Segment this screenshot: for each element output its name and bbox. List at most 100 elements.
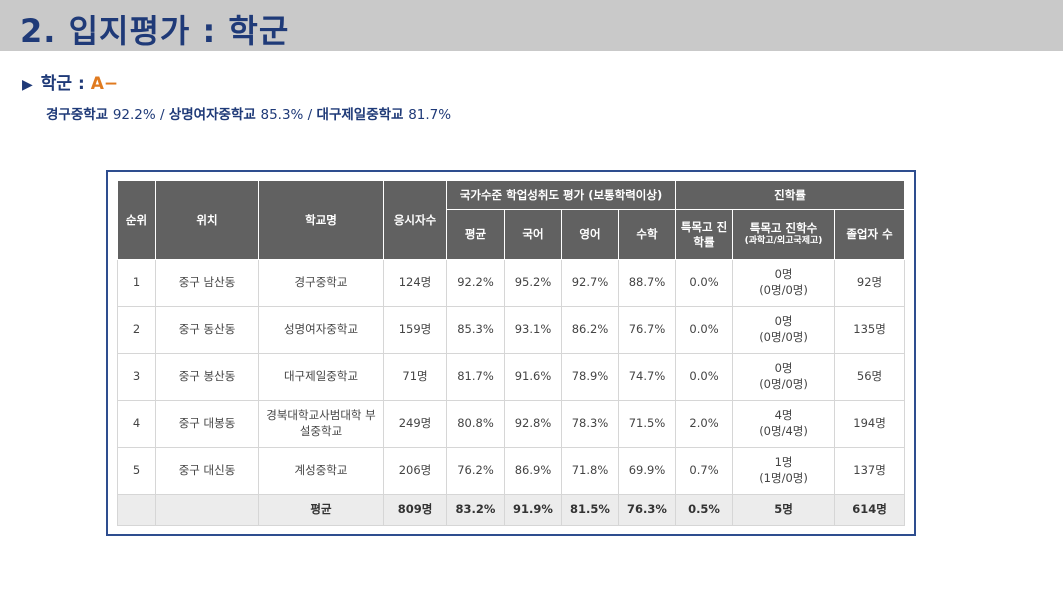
cell-school: 경구중학교 bbox=[258, 259, 384, 307]
header-english: 영어 bbox=[561, 209, 619, 260]
average-korean: 91.9% bbox=[504, 494, 562, 526]
cell-english: 86.2% bbox=[561, 306, 619, 354]
subheading: ▶ 학군 : A− bbox=[22, 69, 118, 94]
summary-separator: / bbox=[155, 107, 169, 123]
header-special-count-label: 특목고 진학수 bbox=[749, 221, 818, 236]
cell-english: 71.8% bbox=[561, 447, 619, 495]
table-row: 3 중구 봉산동 대구제일중학교 71명 81.7% 91.6% 78.9% 7… bbox=[117, 353, 906, 401]
special-count-detail: (0명/0명) bbox=[759, 283, 808, 297]
summary-separator: / bbox=[303, 107, 317, 123]
average-english: 81.5% bbox=[561, 494, 619, 526]
special-count-detail: (0명/0명) bbox=[759, 377, 808, 391]
cell-math: 74.7% bbox=[617, 353, 677, 401]
cell-special-count: 4명 (0명/4명) bbox=[732, 400, 836, 448]
average-graduates: 614명 bbox=[834, 494, 906, 526]
cell-math: 71.5% bbox=[617, 400, 677, 448]
school-table-frame: 순위 위치 학교명 응시자수 국가수준 학업성취도 평가 (보통학력이상) 진학… bbox=[106, 170, 916, 536]
cell-graduates: 137명 bbox=[834, 447, 906, 495]
cell-school: 대구제일중학교 bbox=[258, 353, 384, 401]
summary-pct: 81.7% bbox=[408, 107, 452, 123]
special-count-value: 0명 bbox=[774, 361, 793, 376]
cell-rank: 5 bbox=[117, 447, 156, 495]
triangle-marker-icon: ▶ bbox=[22, 77, 33, 93]
cell-location: 중구 대봉동 bbox=[155, 400, 259, 448]
average-label: 평균 bbox=[258, 494, 384, 526]
special-count-value: 4명 bbox=[774, 408, 793, 423]
cell-special-rate: 0.0% bbox=[675, 353, 734, 401]
table-row: 1 중구 남산동 경구중학교 124명 92.2% 95.2% 92.7% 88… bbox=[117, 259, 906, 307]
cell-rank: 2 bbox=[117, 306, 156, 354]
header-examinees: 응시자수 bbox=[383, 180, 447, 260]
cell-location: 중구 남산동 bbox=[155, 259, 259, 307]
grade-value: A− bbox=[90, 74, 119, 94]
cell-rank: 1 bbox=[117, 259, 156, 307]
summary-school: 상명여자중학교 bbox=[168, 107, 256, 123]
header-school: 학교명 bbox=[258, 180, 384, 260]
cell-math: 76.7% bbox=[617, 306, 677, 354]
summary-school: 경구중학교 bbox=[46, 107, 109, 123]
average-math: 76.3% bbox=[617, 494, 677, 526]
cell-special-rate: 0.0% bbox=[675, 259, 734, 307]
cell-average: 81.7% bbox=[446, 353, 505, 401]
cell-location-empty bbox=[155, 494, 259, 526]
cell-graduates: 92명 bbox=[834, 259, 906, 307]
summary-pct: 85.3% bbox=[260, 107, 304, 123]
cell-school: 성명여자중학교 bbox=[258, 306, 384, 354]
special-count-value: 0명 bbox=[774, 314, 793, 329]
summary-school: 대구제일중학교 bbox=[316, 107, 404, 123]
title-bar: 2. 입지평가 : 학군 bbox=[0, 0, 1063, 51]
cell-average: 85.3% bbox=[446, 306, 505, 354]
header-special-count-sub: (과학고/외고국제고) bbox=[744, 236, 823, 247]
cell-location: 중구 대신동 bbox=[155, 447, 259, 495]
header-korean: 국어 bbox=[504, 209, 562, 260]
average-examinees: 809명 bbox=[383, 494, 447, 526]
table-row: 4 중구 대봉동 경북대학교사범대학 부설중학교 249명 80.8% 92.8… bbox=[117, 400, 906, 448]
summary-line: 경구중학교 92.2% / 상명여자중학교 85.3% / 대구제일중학교 81… bbox=[46, 103, 451, 123]
page-title: 2. 입지평가 : 학군 bbox=[20, 12, 290, 50]
cell-korean: 86.9% bbox=[504, 447, 562, 495]
cell-school: 경북대학교사범대학 부설중학교 bbox=[258, 400, 384, 448]
cell-examinees: 206명 bbox=[383, 447, 447, 495]
cell-korean: 91.6% bbox=[504, 353, 562, 401]
special-count-detail: (1명/0명) bbox=[759, 471, 808, 485]
cell-examinees: 124명 bbox=[383, 259, 447, 307]
header-graduates: 졸업자 수 bbox=[834, 209, 906, 260]
header-progress-group: 진학률 bbox=[675, 180, 906, 210]
cell-rank: 3 bbox=[117, 353, 156, 401]
cell-math: 69.9% bbox=[617, 447, 677, 495]
cell-school: 계성중학교 bbox=[258, 447, 384, 495]
cell-special-count: 0명 (0명/0명) bbox=[732, 353, 836, 401]
cell-korean: 95.2% bbox=[504, 259, 562, 307]
special-count-detail: (0명/4명) bbox=[759, 424, 808, 438]
cell-location: 중구 동산동 bbox=[155, 306, 259, 354]
cell-rank-empty bbox=[117, 494, 156, 526]
header-special-count: 특목고 진학수 (과학고/외고국제고) bbox=[732, 209, 836, 260]
cell-average: 80.8% bbox=[446, 400, 505, 448]
cell-graduates: 135명 bbox=[834, 306, 906, 354]
cell-special-rate: 2.0% bbox=[675, 400, 734, 448]
special-count-value: 1명 bbox=[774, 455, 793, 470]
header-location: 위치 bbox=[155, 180, 259, 260]
header-math: 수학 bbox=[617, 209, 677, 260]
cell-english: 78.9% bbox=[561, 353, 619, 401]
cell-math: 88.7% bbox=[617, 259, 677, 307]
cell-english: 78.3% bbox=[561, 400, 619, 448]
cell-examinees: 71명 bbox=[383, 353, 447, 401]
subheading-label: 학군 : bbox=[40, 74, 91, 94]
cell-special-rate: 0.7% bbox=[675, 447, 734, 495]
cell-rank: 4 bbox=[117, 400, 156, 448]
header-rank: 순위 bbox=[117, 180, 156, 260]
cell-special-rate: 0.0% bbox=[675, 306, 734, 354]
cell-location: 중구 봉산동 bbox=[155, 353, 259, 401]
average-row: 평균 809명 83.2% 91.9% 81.5% 76.3% 0.5% 5명 … bbox=[117, 494, 906, 526]
school-table: 순위 위치 학교명 응시자수 국가수준 학업성취도 평가 (보통학력이상) 진학… bbox=[117, 180, 906, 526]
cell-english: 92.7% bbox=[561, 259, 619, 307]
cell-special-count: 0명 (0명/0명) bbox=[732, 259, 836, 307]
special-count-detail: (0명/0명) bbox=[759, 330, 808, 344]
cell-korean: 92.8% bbox=[504, 400, 562, 448]
table-row: 5 중구 대신동 계성중학교 206명 76.2% 86.9% 71.8% 69… bbox=[117, 447, 906, 495]
average-special-rate: 0.5% bbox=[675, 494, 734, 526]
table-row: 2 중구 동산동 성명여자중학교 159명 85.3% 93.1% 86.2% … bbox=[117, 306, 906, 354]
header-special-rate: 특목고 진학률 bbox=[675, 209, 734, 260]
average-special-count: 5명 bbox=[732, 494, 836, 526]
